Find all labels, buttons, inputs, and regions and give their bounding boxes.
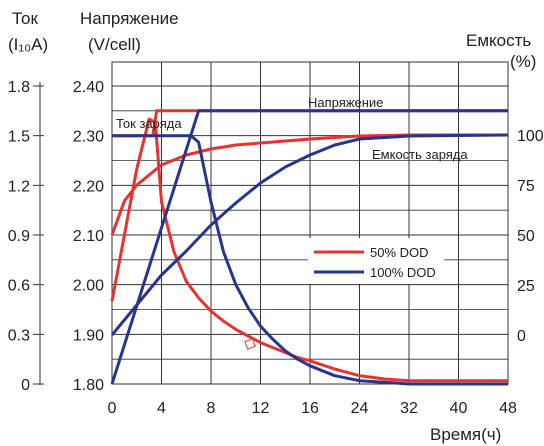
x-tick-label: 48 <box>499 400 517 417</box>
x-tick-label: 16 <box>301 400 319 417</box>
voltage-tick-label: 2.10 <box>73 228 104 245</box>
voltage-annotation: Напряжение <box>308 95 383 110</box>
charge-capacity-annotation: Емкость заряда <box>372 147 468 162</box>
series-50dod-current <box>110 117 508 383</box>
series-100dod-voltage <box>110 109 508 385</box>
capacity-tick-label: 75 <box>517 178 535 195</box>
x-axis-title: Время(ч) <box>430 425 501 444</box>
legend-label-100dod: 100% DOD <box>370 265 436 280</box>
series-50dod-capacity <box>110 133 508 236</box>
capacity-tick-label: 50 <box>517 228 535 245</box>
current-tick-label: 1.5 <box>8 129 30 146</box>
voltage-tick-label: 2.20 <box>73 178 104 195</box>
voltage-tick-label: 1.90 <box>73 327 104 344</box>
series-100dod-capacity <box>110 133 509 336</box>
legend: 50% DOD 100% DOD <box>308 238 444 284</box>
capacity-tick-label: 0 <box>517 328 526 345</box>
series-100dod-current <box>112 134 508 386</box>
capacity-tick-label: 25 <box>517 278 535 295</box>
chart-series <box>110 109 509 386</box>
x-tick-label: 24 <box>351 400 369 417</box>
x-tick-label: 12 <box>252 400 270 417</box>
x-tick-label: 32 <box>400 400 418 417</box>
capacity-axis-title-1: Емкость <box>466 31 531 50</box>
current-axis-title-2: (I₁₀A) <box>8 35 48 54</box>
current-tick-label: 0.6 <box>8 278 30 295</box>
x-tick-label: 0 <box>108 400 117 417</box>
charge-current-annotation: Ток заряда <box>116 116 182 131</box>
x-tick-label: 40 <box>450 400 468 417</box>
capacity-axis-title-2: (%) <box>510 52 536 71</box>
curve-marker <box>244 338 256 350</box>
x-tick-label: 4 <box>157 400 166 417</box>
legend-background <box>308 238 444 284</box>
voltage-axis-title-1: Напряжение <box>80 9 179 28</box>
current-tick-label: 1.8 <box>8 79 30 96</box>
current-tick-label: 0 <box>21 377 30 394</box>
capacity-tick-label: 100 <box>517 128 544 145</box>
legend-label-50dod: 50% DOD <box>370 245 429 260</box>
current-tick-label: 0.3 <box>8 327 30 344</box>
voltage-tick-label: 2.00 <box>73 278 104 295</box>
current-tick-label: 0.9 <box>8 228 30 245</box>
current-axis-title-1: Ток <box>12 9 39 28</box>
voltage-tick-label: 1.80 <box>73 377 104 394</box>
chart-grid <box>111 61 509 385</box>
x-tick-label: 8 <box>207 400 216 417</box>
current-tick-label: 1.2 <box>8 178 30 195</box>
voltage-axis-title-2: (V/cell) <box>88 35 141 54</box>
voltage-tick-label: 2.40 <box>73 79 104 96</box>
voltage-tick-label: 2.30 <box>73 129 104 146</box>
chart-axes: 1.801.902.002.102.202.302.4000.30.60.91.… <box>8 79 544 417</box>
